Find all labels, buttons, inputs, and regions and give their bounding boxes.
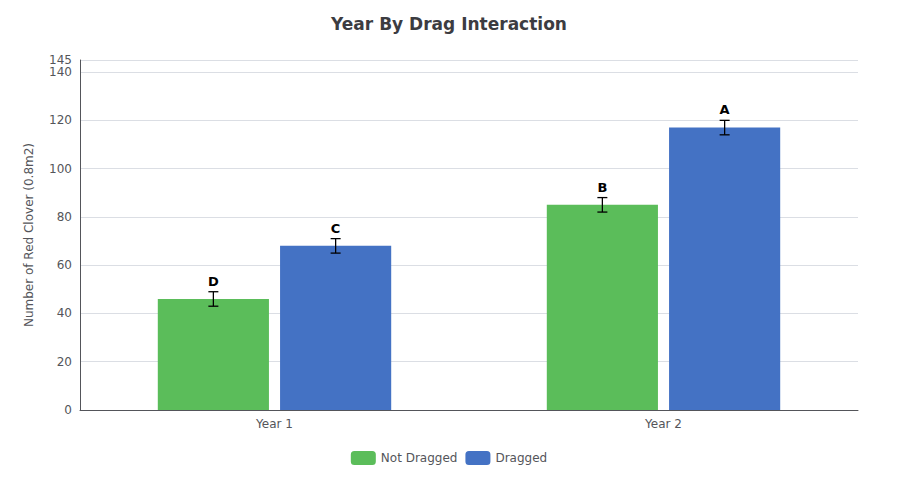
svg-text:145: 145 [49,53,72,67]
svg-text:A: A [720,102,730,117]
svg-text:B: B [597,180,607,195]
svg-text:140: 140 [49,65,72,79]
svg-text:Year 1: Year 1 [255,417,293,431]
svg-text:120: 120 [49,113,72,127]
svg-text:Year 2: Year 2 [644,417,682,431]
svg-text:40: 40 [57,306,72,320]
svg-text:Not Dragged: Not Dragged [381,451,458,465]
svg-text:D: D [208,274,219,289]
svg-text:Year By Drag Interaction: Year By Drag Interaction [330,14,567,34]
svg-text:0: 0 [64,403,72,417]
svg-text:60: 60 [57,258,72,272]
svg-text:Dragged: Dragged [495,451,547,465]
svg-text:100: 100 [49,162,72,176]
svg-text:C: C [331,221,341,236]
svg-text:80: 80 [57,210,72,224]
svg-text:Number of Red Clover (0.8m2): Number of Red Clover (0.8m2) [22,143,36,327]
svg-text:20: 20 [57,355,72,369]
